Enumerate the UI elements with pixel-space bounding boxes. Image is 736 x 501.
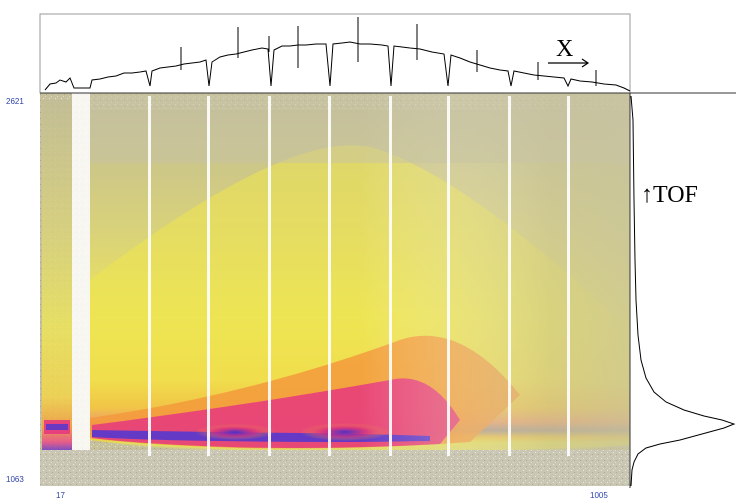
white-gap (72, 93, 90, 486)
left-strip (42, 100, 72, 480)
x-axis-right-label: 1005 (590, 491, 608, 500)
x-annotation: X (556, 36, 574, 62)
x-profile-curve (44, 41, 631, 92)
y-axis-bottom-label: 1063 (6, 475, 24, 484)
detector-gaps (148, 96, 570, 456)
tof-profile-curve (630, 95, 736, 487)
top-profile-frame (39, 13, 631, 94)
tof-annotation: ↑TOF (641, 182, 698, 208)
y-axis-top-label: 2621 (6, 97, 24, 106)
x-axis-left-label: 17 (56, 491, 65, 500)
x-profile-spikes (180, 17, 597, 86)
